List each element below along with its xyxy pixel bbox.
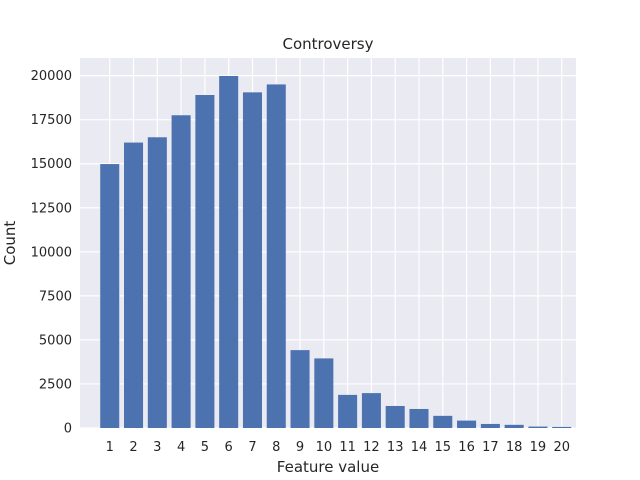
y-tick-label: 5000 xyxy=(39,333,72,348)
bar-17 xyxy=(480,423,500,428)
bar-3 xyxy=(147,137,167,429)
y-tick-labels: 0 2500 5000 7500 10000 12500 15000 17500 20000 xyxy=(31,69,72,436)
bar-12 xyxy=(361,393,381,428)
bar-19 xyxy=(528,426,548,428)
chart-title: Controversy xyxy=(282,35,373,53)
bar-5 xyxy=(195,95,215,428)
y-tick-label: 0 xyxy=(64,422,72,437)
bar-8 xyxy=(266,84,286,428)
x-tick-label: 12 xyxy=(363,440,380,455)
bar-10 xyxy=(314,358,334,428)
x-tick-label: 19 xyxy=(530,440,547,455)
x-tick-labels: 1 2 3 4 5 6 7 8 9 10 11 12 13 14 15 16 17 18 19 20 xyxy=(106,440,570,455)
bar-14 xyxy=(409,408,429,428)
x-tick-label: 10 xyxy=(316,440,333,455)
x-axis-label: Feature value xyxy=(277,458,379,476)
bar-11 xyxy=(338,394,358,428)
x-tick-label: 2 xyxy=(129,440,137,455)
bar-16 xyxy=(457,420,477,428)
x-tick-label: 3 xyxy=(153,440,161,455)
bar-1 xyxy=(100,164,120,429)
bar-7 xyxy=(242,92,262,428)
bar-9 xyxy=(290,350,310,428)
bar-13 xyxy=(385,405,405,428)
x-tick-label: 15 xyxy=(435,440,452,455)
bar-18 xyxy=(504,424,524,428)
x-tick-label: 18 xyxy=(506,440,523,455)
x-tick-label: 11 xyxy=(339,440,356,455)
x-tick-label: 8 xyxy=(272,440,280,455)
x-tick-label: 17 xyxy=(482,440,499,455)
bar-6 xyxy=(219,75,239,428)
bars xyxy=(100,75,572,429)
y-tick-label: 7500 xyxy=(39,289,72,304)
y-tick-label: 15000 xyxy=(31,157,72,172)
x-tick-label: 13 xyxy=(387,440,404,455)
y-tick-label: 20000 xyxy=(31,69,72,84)
y-tick-label: 12500 xyxy=(31,201,72,216)
x-tick-label: 4 xyxy=(177,440,185,455)
y-tick-label: 17500 xyxy=(31,113,72,128)
bar-2 xyxy=(124,142,144,429)
x-tick-label: 7 xyxy=(248,440,256,455)
x-tick-label: 9 xyxy=(296,440,304,455)
y-axis-label: Count xyxy=(1,221,19,266)
x-tick-label: 16 xyxy=(458,440,475,455)
x-tick-label: 1 xyxy=(106,440,114,455)
x-tick-label: 20 xyxy=(553,440,570,455)
bar-15 xyxy=(433,415,453,428)
y-tick-label: 10000 xyxy=(31,245,72,260)
y-tick-label: 2500 xyxy=(39,377,72,392)
bar-4 xyxy=(171,115,191,428)
x-tick-label: 5 xyxy=(201,440,209,455)
x-tick-label: 6 xyxy=(225,440,233,455)
x-tick-label: 14 xyxy=(411,440,428,455)
bar-20 xyxy=(552,426,572,428)
